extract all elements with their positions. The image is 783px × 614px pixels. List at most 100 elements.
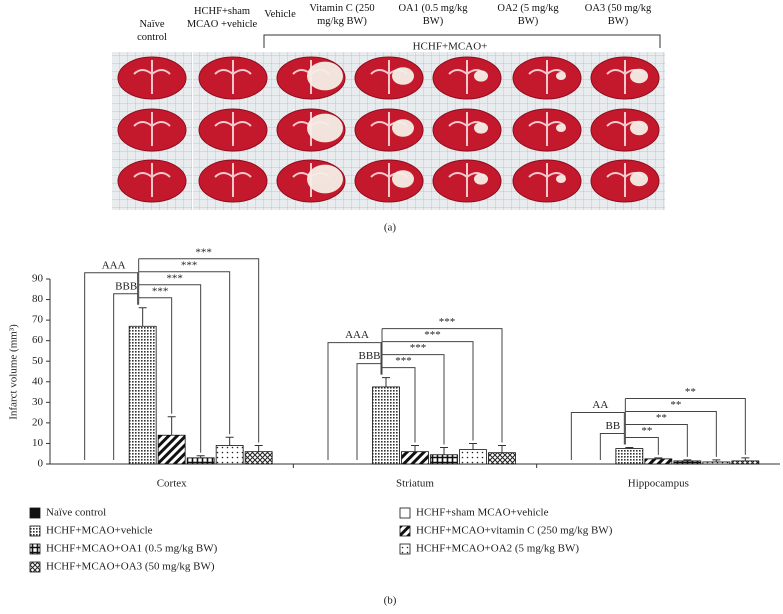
group-label: HCHF+sham MCAO +vehicle (186, 6, 258, 30)
significance-label: AA (592, 399, 608, 411)
significance-bracket (599, 433, 625, 460)
legend-label: Naïve control (46, 507, 106, 519)
y-tick-label: 70 (32, 314, 44, 326)
group-label: Vehicle (264, 9, 296, 20)
significance-bracket (382, 328, 503, 443)
significance-label: ** (670, 399, 681, 411)
significance-label: *** (410, 342, 427, 354)
brain-slice-photos (112, 52, 665, 210)
significance-bracket (84, 272, 139, 460)
significance-bracket (382, 367, 416, 443)
error-bar (469, 442, 477, 450)
bar (673, 460, 702, 465)
error-bar (683, 459, 692, 461)
infarct-area (307, 113, 343, 143)
significance-label: *** (166, 272, 183, 284)
x-tick-label: Striatum (396, 478, 434, 490)
significance-bracket (625, 437, 659, 455)
brain-slice-detail (214, 60, 252, 94)
bar (615, 448, 644, 465)
significance-bracket (138, 271, 231, 435)
bar (157, 434, 186, 465)
significance-bracket (570, 412, 625, 460)
bar (372, 386, 400, 465)
infarct-area (474, 70, 488, 82)
significance-bracket (625, 424, 688, 457)
group-label: Vitamin C (250 mg/kg BW) (309, 3, 375, 27)
error-bar (254, 445, 263, 452)
error-bar (654, 457, 663, 459)
bar (128, 325, 157, 465)
brain-slice-detail (214, 163, 252, 197)
error-bar (382, 377, 390, 387)
significance-label: *** (152, 285, 169, 297)
error-bar (167, 416, 176, 436)
infarct-area (392, 119, 414, 137)
significance-label: AAA (345, 329, 369, 341)
group-label: OA2 (5 mg/kg BW) (497, 3, 559, 27)
y-tick-label: 10 (32, 437, 44, 449)
significance-bracket (625, 398, 746, 455)
legend-swatch (399, 525, 411, 537)
x-tick-label: Cortex (157, 478, 187, 490)
infarct-area (630, 68, 648, 84)
brain-slice-detail (133, 60, 171, 94)
brain-slice-detail (133, 163, 171, 197)
panel-caption: (b) (384, 595, 397, 607)
y-tick-label: 60 (32, 334, 44, 346)
error-bar (741, 457, 750, 461)
significance-label: *** (439, 316, 456, 328)
bar (401, 451, 429, 465)
significance-label: BB (605, 420, 620, 432)
x-tick-label: Hippocampus (628, 478, 689, 490)
significance-label: ** (641, 425, 652, 437)
brain-slice-detail (133, 112, 171, 146)
y-tick-label: 80 (32, 293, 44, 305)
significance-bracket (356, 363, 381, 460)
y-tick-label: 30 (32, 396, 44, 408)
bar (702, 461, 731, 465)
infarct-area (392, 170, 414, 188)
brain-slice-detail (528, 60, 566, 94)
infarct-area (630, 171, 648, 187)
y-tick-label: 40 (32, 375, 44, 387)
infarct-area (556, 175, 566, 183)
significance-label: BBB (358, 350, 380, 362)
brain-slice-detail (528, 163, 566, 197)
legend-label: HCHF+MCAO+vehicle (46, 525, 153, 537)
legend-swatch (29, 507, 41, 519)
bar (488, 452, 516, 465)
legend-label: HCHF+sham MCAO+vehicle (416, 507, 549, 519)
significance-label: ** (685, 386, 696, 398)
significance-bracket (138, 258, 260, 443)
panel-caption: (a) (384, 222, 397, 234)
brain-slice-detail (528, 112, 566, 146)
error-bar (625, 447, 634, 449)
infarct-area (556, 124, 566, 132)
bar (731, 460, 760, 465)
legend-swatch (399, 543, 411, 555)
bar (459, 449, 487, 465)
significance-bracket (382, 341, 474, 441)
significance-label: *** (181, 259, 198, 271)
y-tick-label: 0 (38, 458, 44, 470)
significance-bracket (113, 293, 138, 460)
infarct-area (307, 164, 343, 194)
y-tick-label: 90 (32, 273, 44, 285)
infarct-area (556, 72, 566, 80)
bracket-label: HCHF+MCAO+ (413, 41, 488, 53)
legend-swatch (29, 543, 41, 555)
infarct-area (307, 61, 343, 91)
infarct-area (474, 173, 488, 185)
y-tick-label: 20 (32, 416, 44, 428)
error-bar (225, 436, 234, 446)
significance-label: AAA (102, 259, 126, 271)
bar (244, 451, 273, 465)
legend-label: HCHF+MCAO+OA2 (5 mg/kg BW) (416, 543, 579, 555)
legend-label: HCHF+MCAO+OA3 (50 mg/kg BW) (46, 561, 215, 573)
group-label: OA1 (0.5 mg/kg BW) (398, 3, 468, 27)
error-bar (138, 307, 147, 327)
significance-bracket (138, 297, 173, 414)
